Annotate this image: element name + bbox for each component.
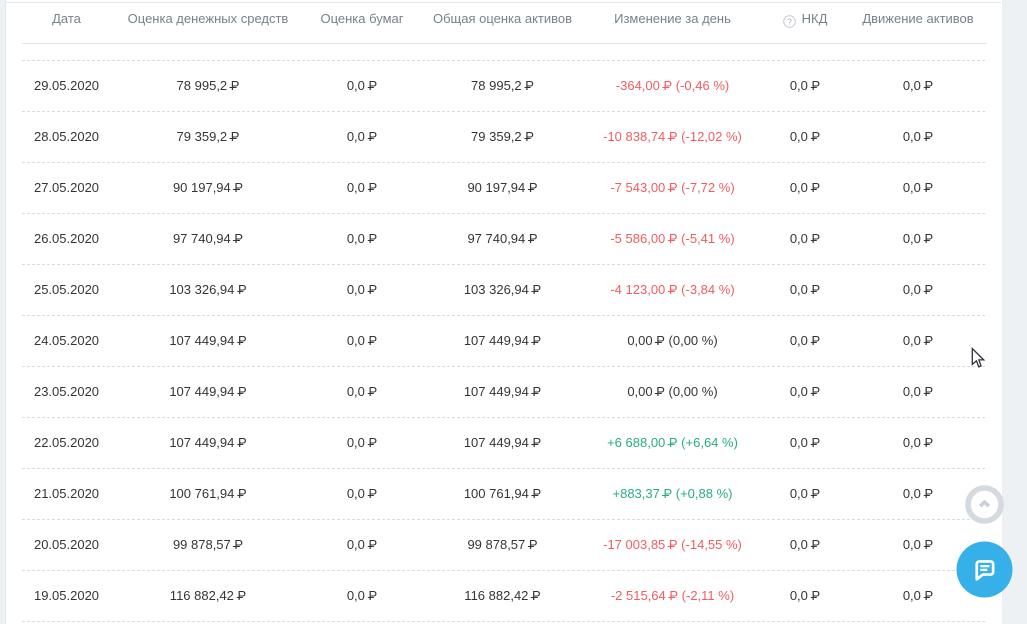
svg-text:?: ?	[787, 16, 792, 26]
